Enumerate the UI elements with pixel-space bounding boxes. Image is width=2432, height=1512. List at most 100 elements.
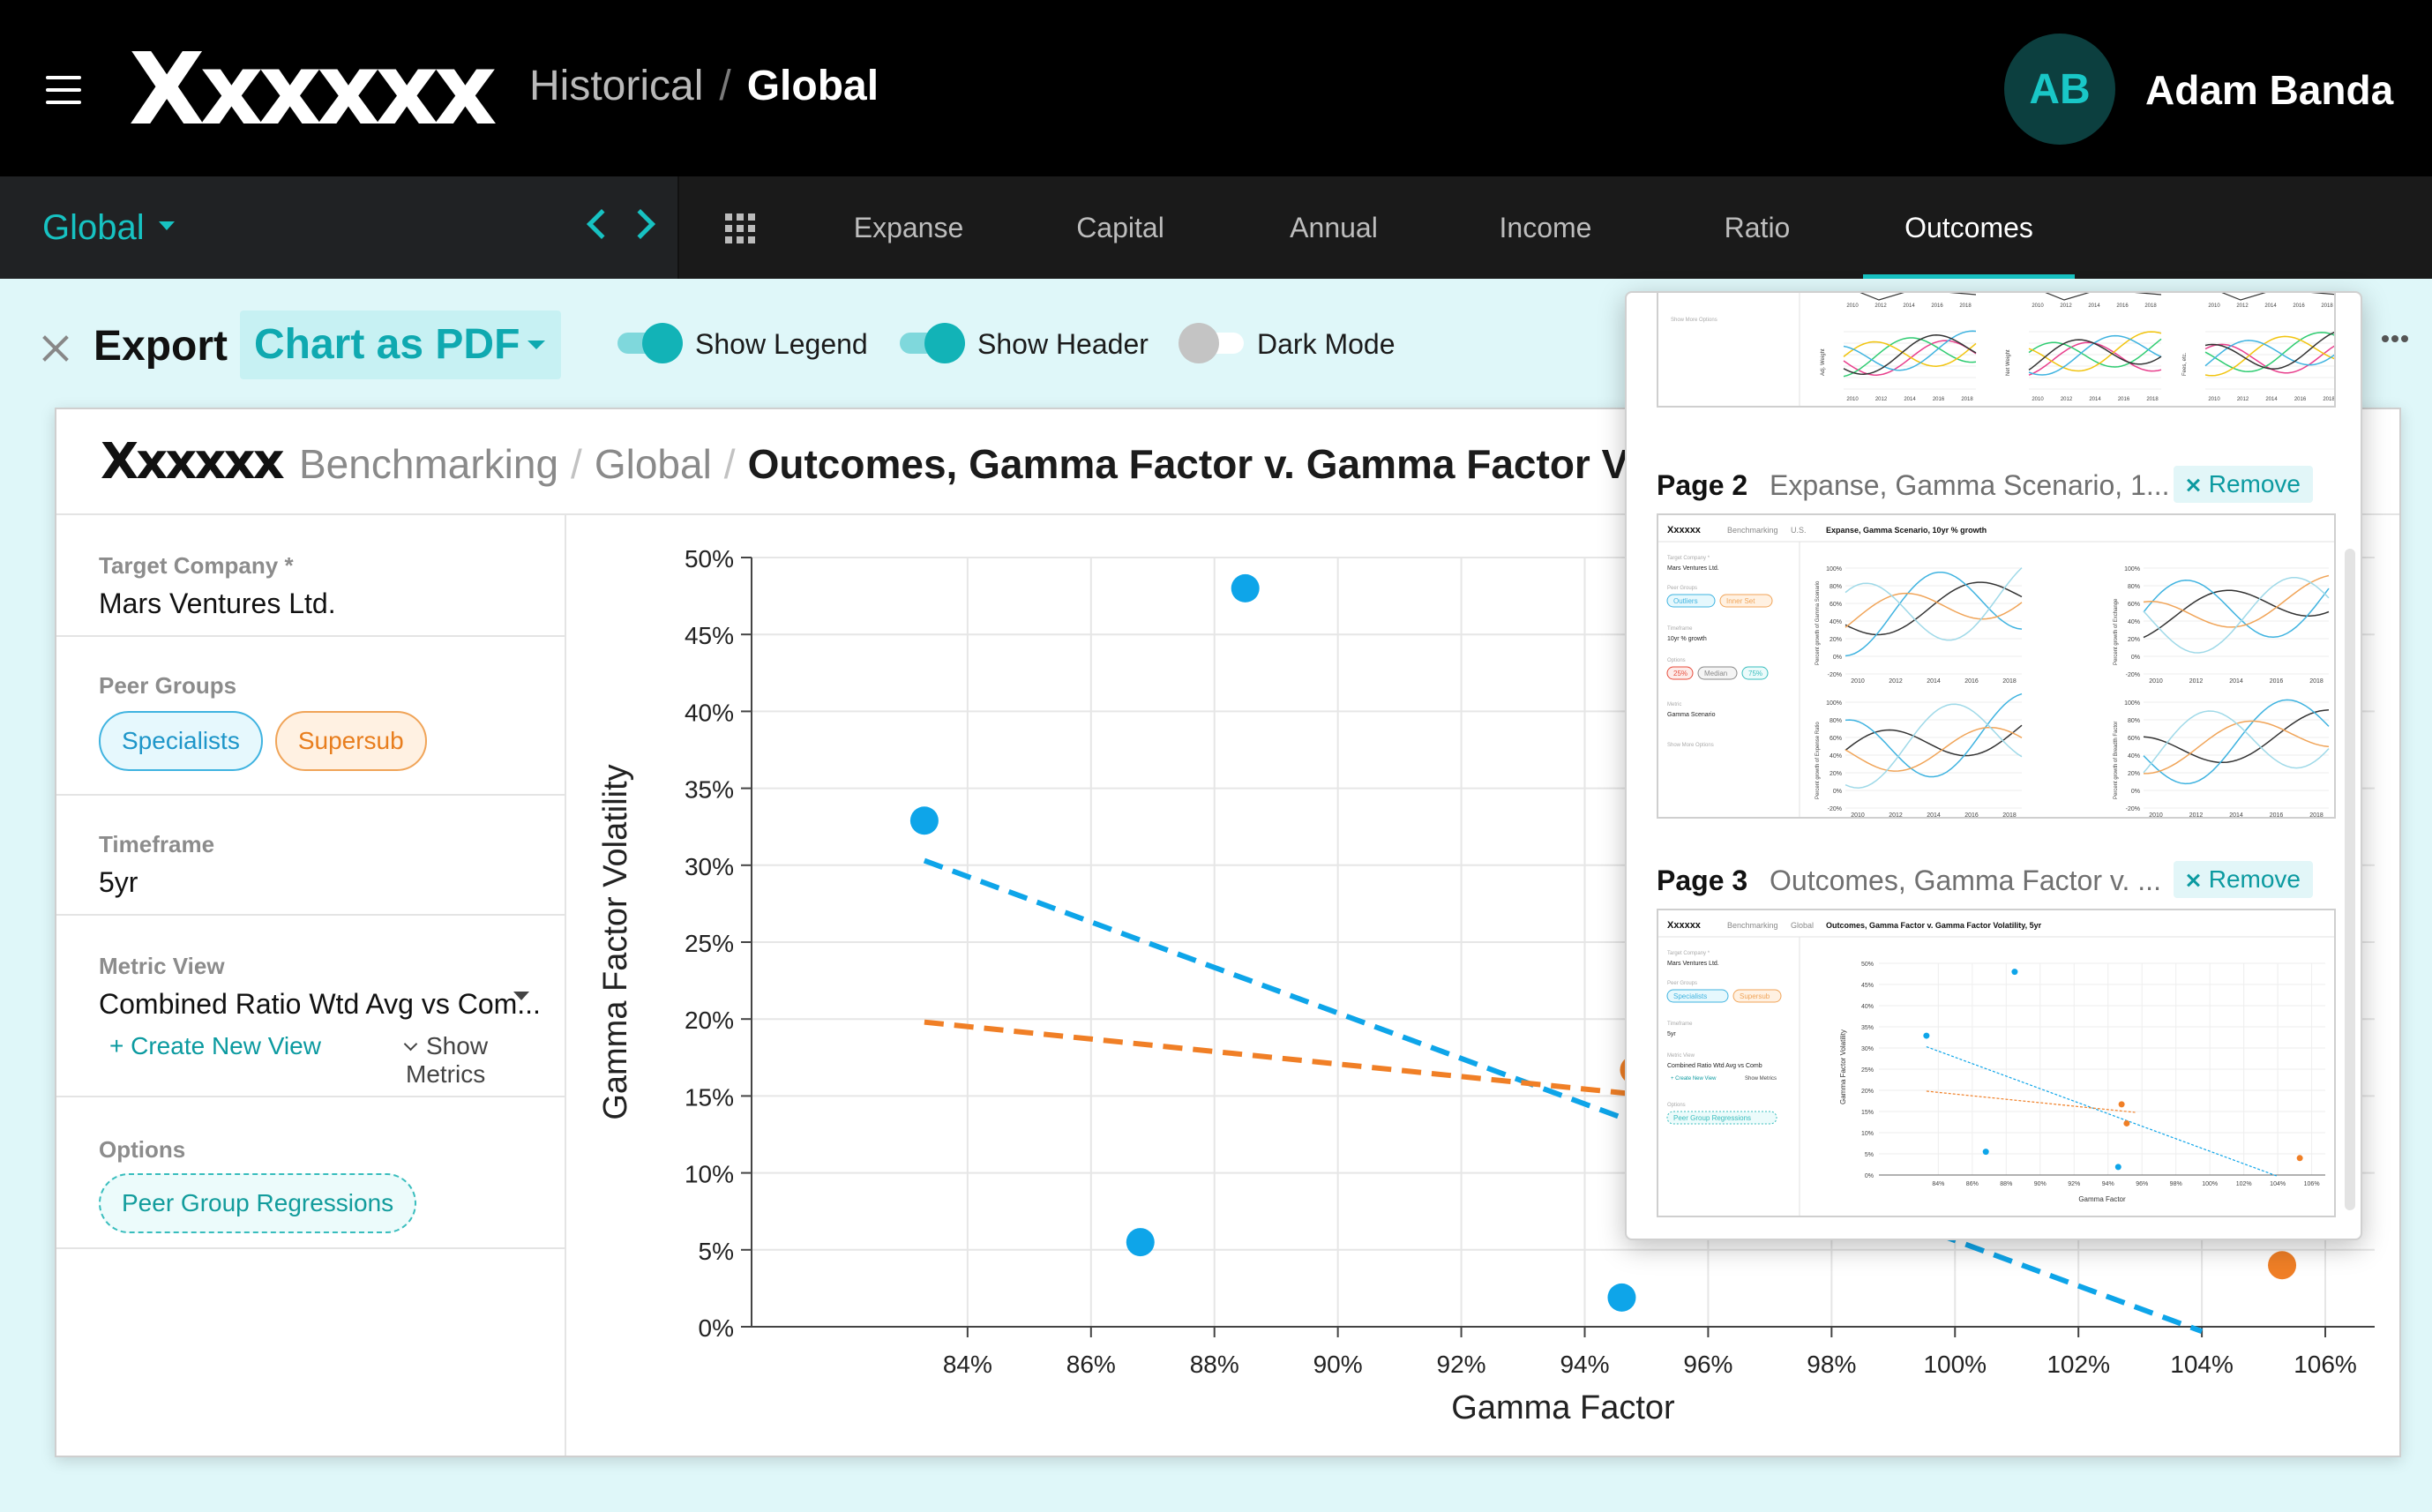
thumb-y-tick: 80% [2128, 718, 2140, 724]
page-1-thumbnail[interactable]: Show More Options Adj. Weight 2010 2012 2014… [1657, 293, 2336, 408]
thumb-y-tick: 100% [2124, 700, 2140, 707]
page-2-remove-button[interactable]: Remove [2173, 466, 2313, 503]
thumb-x-tick: 2018 [2321, 303, 2333, 309]
thumb-series-line [2143, 580, 2330, 639]
thumb-y-label: Adj. Weight [1821, 348, 1826, 376]
close-icon [2186, 478, 2200, 492]
breadcrumb: Historical / Global [529, 60, 879, 113]
metric-view-select[interactable]: Combined Ratio Wtd Avg vs Com... [99, 988, 541, 1020]
data-point-series-2 [2268, 1251, 2297, 1280]
thumb-y-tick: 60% [2128, 602, 2140, 608]
thumb-x-tick: 2014 [1927, 678, 1941, 685]
avatar[interactable]: AB [2004, 34, 2115, 145]
thumb-metric: Combined Ratio Wtd Avg vs Comb [1667, 1063, 1762, 1069]
page-3-remove-button[interactable]: Remove [2173, 861, 2313, 898]
apps-grid-icon[interactable] [725, 213, 755, 243]
tab-capital[interactable]: Capital [1076, 212, 1164, 243]
thumb-y-tick: 20% [2128, 637, 2140, 643]
x-tick-label: 90% [1313, 1351, 1363, 1378]
thumb-x-tick: 2010 [2149, 678, 2163, 685]
thumb-section: Benchmarking [1727, 526, 1778, 535]
thumb-y-label: Percent growth of Expense Ratio [1815, 722, 1821, 799]
thumb-scope: Global [1791, 921, 1814, 930]
page-2-title: Expanse, Gamma Scenario, 1... [1770, 469, 2170, 501]
thumb-chip-label: Peer Group Regressions [1673, 1114, 1751, 1122]
show-header-toggle[interactable] [900, 323, 965, 363]
thumb-x-tick: 2012 [2189, 678, 2204, 685]
peer-group-chip-specialists[interactable]: Specialists [99, 711, 263, 771]
thumb-data-point [2011, 969, 2018, 976]
thumb-y-tick: 20% [2128, 771, 2140, 777]
thumb-series-line [2204, 332, 2334, 373]
peer-group-regressions-chip[interactable]: Peer Group Regressions [99, 1173, 417, 1233]
scope-dropdown[interactable]: Global [42, 206, 175, 249]
scope-label: Global [42, 208, 145, 247]
tab-annual[interactable]: Annual [1290, 212, 1378, 243]
hamburger-menu-icon[interactable] [46, 76, 81, 104]
thumb-x-tick: 2010 [2032, 303, 2044, 309]
x-tick-label: 92% [1437, 1351, 1486, 1378]
user-name[interactable]: Adam Banda [2145, 67, 2394, 113]
show-legend-toggle[interactable] [617, 323, 683, 363]
chevron-left-icon[interactable] [587, 209, 617, 239]
thumb-y-label: Percent growth of Breadth Factor [2114, 722, 2119, 799]
timeframe-value[interactable]: 5yr [99, 866, 138, 898]
thumb-x-tick: 2014 [2229, 812, 2243, 819]
target-company-value[interactable]: Mars Ventures Ltd. [99, 588, 336, 619]
thumb-x-tick: 2010 [2208, 397, 2220, 402]
caret-down-icon [158, 221, 175, 231]
thumb-x-tick: 94% [2102, 1181, 2114, 1187]
page-3-thumbnail[interactable]: Xxxxxx Benchmarking Global Outcomes, Gamma … [1657, 909, 2336, 1217]
y-tick-label: 20% [685, 1007, 734, 1034]
thumb-series-line [2143, 710, 2330, 774]
chevron-right-icon[interactable] [625, 209, 655, 239]
thumb-y-tick: 35% [1861, 1025, 1874, 1031]
peer-groups-label: Peer Groups [99, 672, 237, 699]
thumb-x-tick: 2012 [1889, 678, 1903, 685]
more-options-icon[interactable] [2382, 335, 2412, 344]
dark-mode-toggle[interactable] [1179, 323, 1244, 363]
thumb-data-point [2114, 1164, 2121, 1171]
thumb-trend-line [1926, 1090, 2136, 1113]
thumb-series-line [2143, 589, 2330, 639]
x-tick-label: 102% [2047, 1351, 2110, 1378]
trend-line-series-2 [924, 1019, 1684, 1102]
y-tick-label: 45% [685, 622, 734, 649]
thumb-section: Benchmarking [1727, 921, 1778, 930]
tab-income[interactable]: Income [1499, 212, 1592, 243]
close-icon[interactable] [41, 333, 71, 363]
tab-ratio[interactable]: Ratio [1724, 212, 1791, 243]
app-logo[interactable]: Xxxxxx [129, 33, 498, 147]
thumb-timeframe: 10yr % growth [1667, 636, 1707, 642]
show-metrics-toggle[interactable]: Show Metrics [403, 1032, 565, 1089]
thumb-series-line [1843, 330, 1977, 371]
thumb-y-tick: 25% [1861, 1067, 1874, 1074]
thumb-series-line [2028, 334, 2162, 376]
thumb-title: Outcomes, Gamma Factor v. Gamma Factor V… [1826, 921, 2042, 930]
tab-expanse[interactable]: Expanse [853, 212, 964, 243]
page-2-thumbnail[interactable]: Xxxxxx Benchmarking U.S. Expanse, Gamma Sce… [1657, 513, 2336, 819]
thumb-company-label: Target Company * [1667, 556, 1710, 561]
thumb-y-tick: 60% [2128, 736, 2140, 742]
thumb-x-tick: 2014 [1904, 397, 1916, 402]
y-tick-label: 30% [685, 853, 734, 880]
breadcrumb-parent[interactable]: Historical [529, 63, 704, 109]
thumb-y-tick: 40% [2128, 753, 2140, 760]
thumb-series-line [1843, 337, 1977, 378]
peer-group-chip-supersub[interactable]: Supersub [274, 711, 427, 771]
panel-scrollbar[interactable] [2345, 549, 2355, 1210]
tab-outcomes[interactable]: Outcomes [1863, 176, 2075, 279]
thumb-series-line [1845, 571, 2023, 657]
thumb-x-tick: 2012 [1875, 397, 1888, 402]
export-pages-panel: Show More Options Adj. Weight 2010 2012 2014… [1625, 291, 2362, 1240]
y-tick-label: 25% [685, 930, 734, 957]
export-format-select[interactable]: Chart as PDF [240, 311, 561, 379]
x-tick-label: 88% [1190, 1351, 1239, 1378]
thumb-options-label: Options [1667, 658, 1686, 663]
thumb-y-tick: 40% [1830, 753, 1842, 760]
thumb-data-point [1923, 1032, 1930, 1039]
thumb-x-tick: 2014 [2265, 397, 2278, 402]
thumb-series-line [1845, 726, 2023, 772]
create-new-view-link[interactable]: + Create New View [109, 1032, 321, 1059]
thumb-y-tick: 30% [1861, 1046, 1874, 1052]
